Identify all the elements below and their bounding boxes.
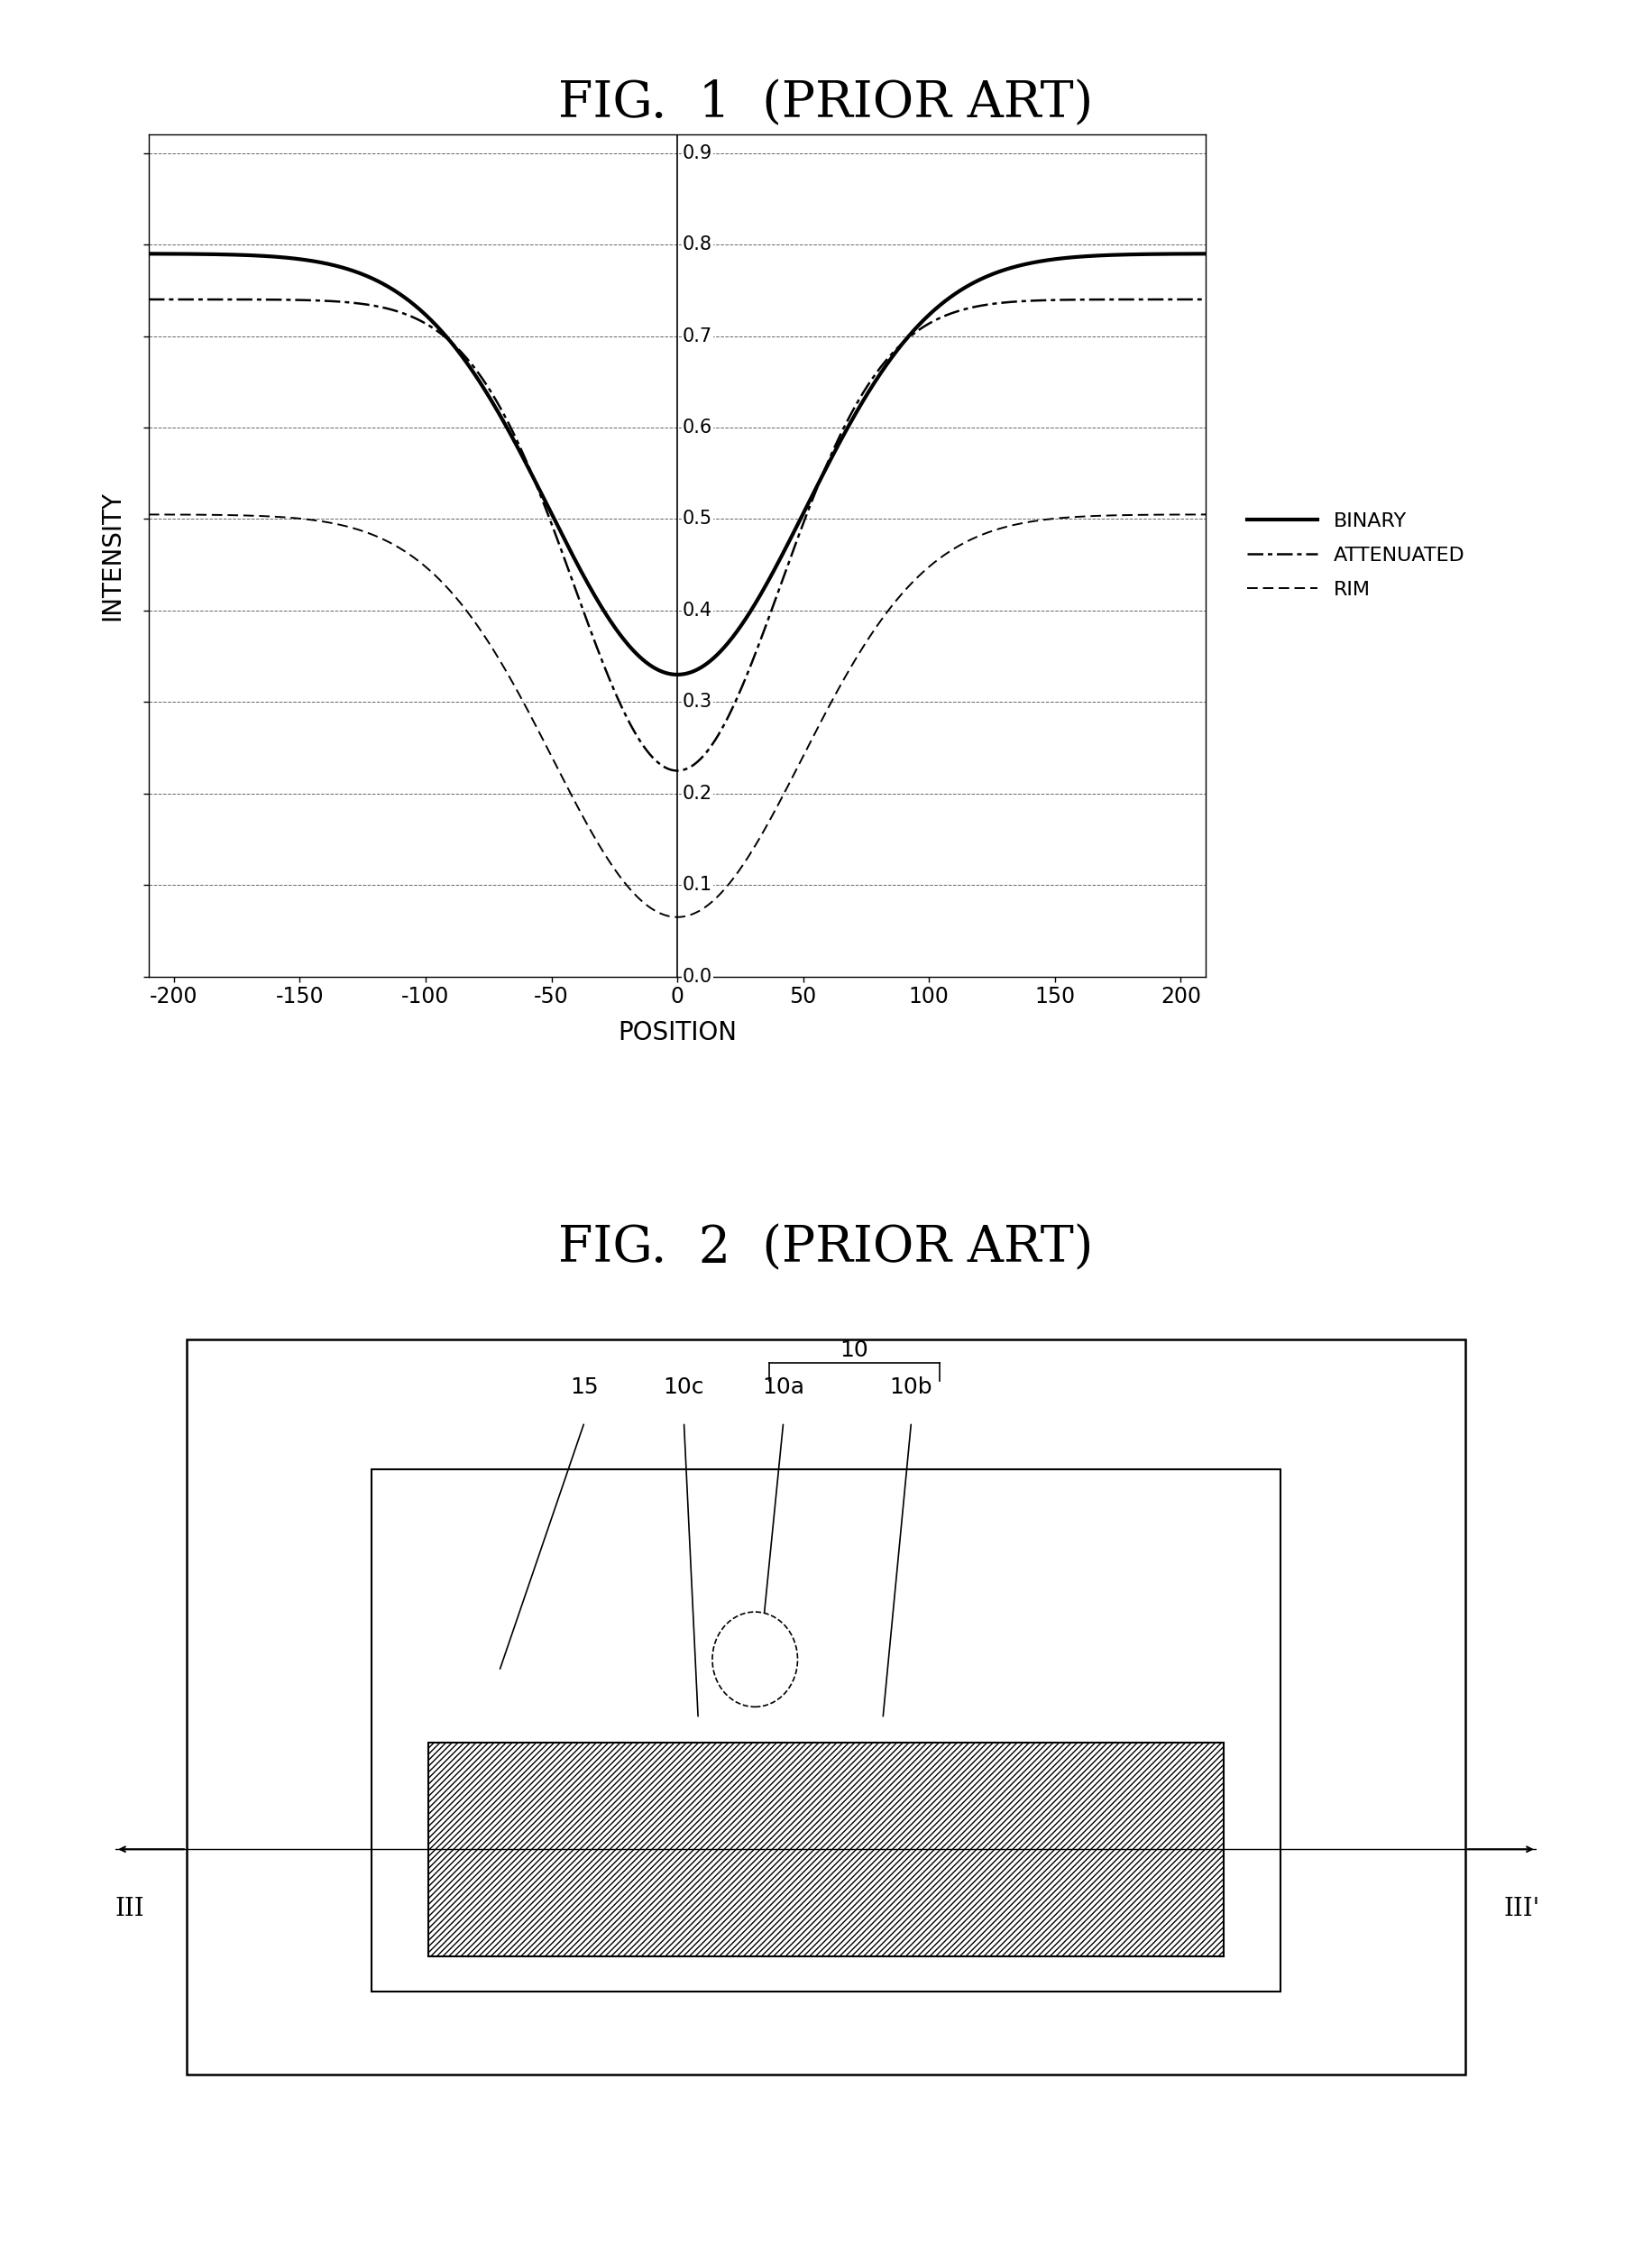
Line: BINARY: BINARY — [149, 254, 1206, 674]
Text: 0.7: 0.7 — [682, 328, 712, 346]
ATTENUATED — [971, 292, 991, 319]
RIM — [971, 521, 991, 548]
Legend: BINARY, ATTENUATED, RIM: BINARY, ATTENUATED, RIM — [1237, 503, 1475, 608]
BINARY — [624, 638, 644, 665]
RIM — [653, 900, 672, 927]
RIM — [1166, 501, 1186, 528]
BINARY — [667, 660, 687, 687]
BINARY — [1196, 240, 1216, 267]
X-axis label: POSITION: POSITION — [618, 1019, 737, 1046]
BINARY — [653, 658, 672, 685]
Text: 0.4: 0.4 — [682, 602, 712, 620]
Text: 0.8: 0.8 — [682, 236, 712, 254]
Text: 10c: 10c — [664, 1376, 704, 1399]
Y-axis label: INTENSITY: INTENSITY — [99, 492, 124, 620]
ATTENUATED — [653, 752, 672, 779]
BINARY — [1165, 240, 1184, 267]
ATTENUATED — [193, 285, 213, 312]
Text: 0.6: 0.6 — [682, 418, 712, 436]
RIM — [667, 905, 687, 932]
Text: 0.2: 0.2 — [682, 784, 712, 801]
ATTENUATED — [1166, 285, 1186, 312]
Text: 0.5: 0.5 — [682, 510, 712, 528]
Text: FIG.  2  (PRIOR ART): FIG. 2 (PRIOR ART) — [558, 1224, 1094, 1273]
ATTENUATED — [624, 718, 644, 745]
Text: FIG.  1  (PRIOR ART): FIG. 1 (PRIOR ART) — [558, 79, 1094, 128]
BINARY — [139, 240, 159, 267]
ATTENUATED — [1196, 285, 1216, 312]
Line: ATTENUATED: ATTENUATED — [149, 299, 1206, 770]
RIM — [1196, 501, 1216, 528]
RIM — [193, 501, 213, 528]
RIM — [1165, 501, 1184, 528]
Text: 15: 15 — [570, 1376, 598, 1399]
RIM — [624, 880, 644, 907]
BINARY — [1166, 240, 1186, 267]
BINARY — [971, 265, 991, 292]
Text: III: III — [116, 1897, 145, 1922]
Bar — [428, 1742, 1224, 1955]
Text: 0.3: 0.3 — [682, 694, 712, 712]
Text: 0.0: 0.0 — [682, 968, 712, 986]
Bar — [187, 1338, 1465, 2074]
Bar — [372, 1470, 1280, 1991]
Text: 0.1: 0.1 — [682, 876, 712, 894]
Text: 0.9: 0.9 — [682, 144, 712, 162]
RIM — [139, 501, 159, 528]
ATTENUATED — [1165, 285, 1184, 312]
ATTENUATED — [667, 757, 687, 784]
Text: III': III' — [1503, 1897, 1540, 1922]
Text: 10b: 10b — [890, 1376, 933, 1399]
ATTENUATED — [139, 285, 159, 312]
Text: 10a: 10a — [762, 1376, 805, 1399]
Line: RIM: RIM — [149, 514, 1206, 918]
Ellipse shape — [712, 1612, 798, 1706]
BINARY — [193, 240, 213, 267]
Text: 10: 10 — [841, 1338, 869, 1360]
